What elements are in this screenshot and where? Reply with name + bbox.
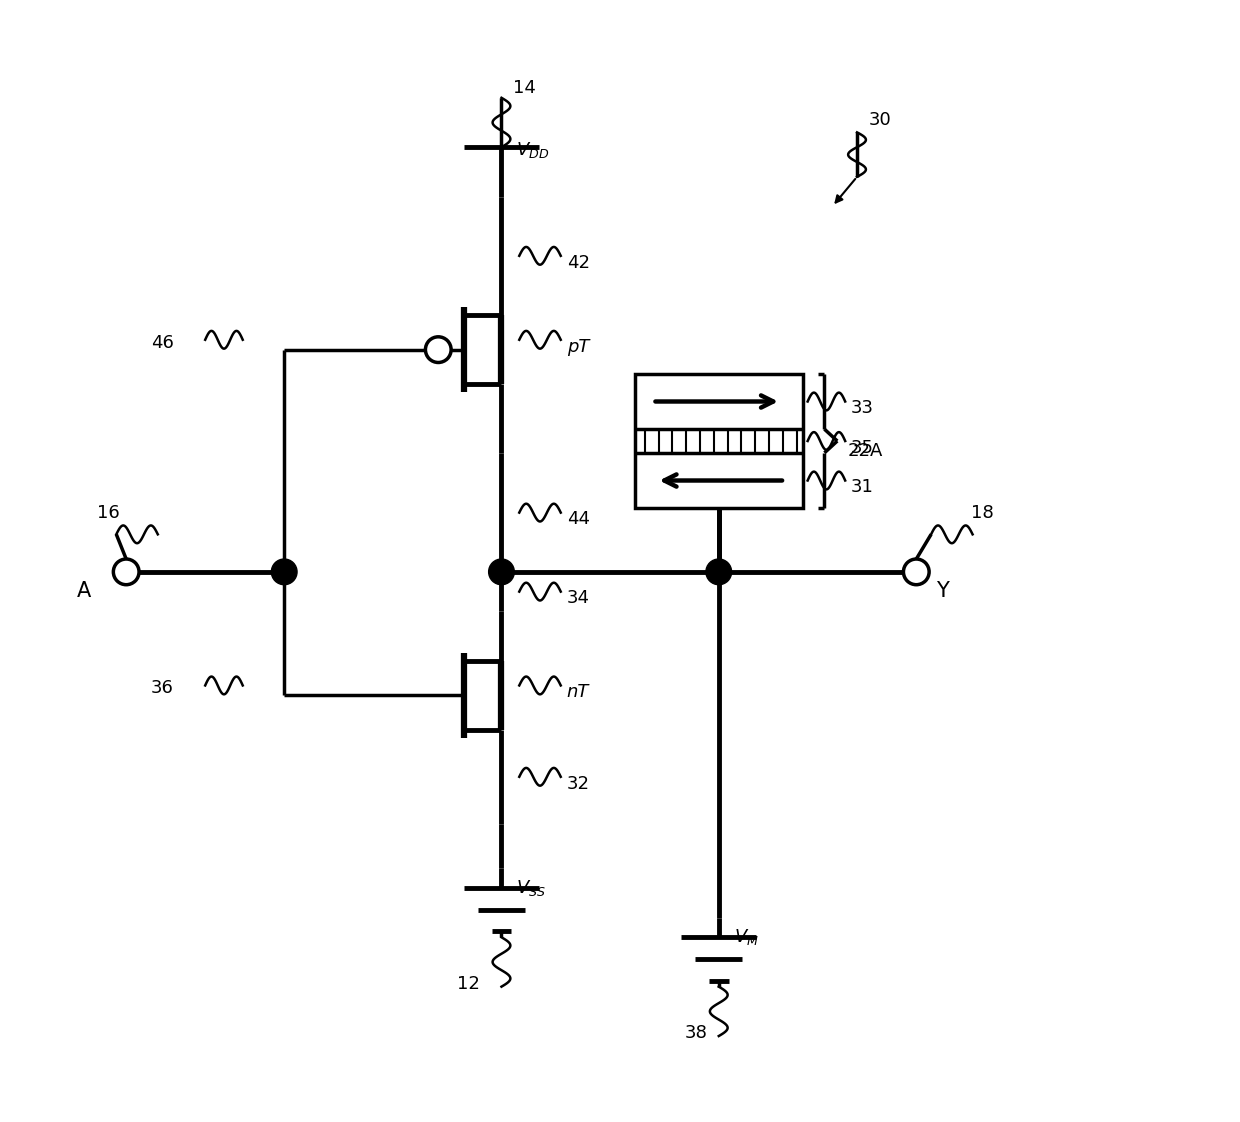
Text: Y: Y xyxy=(936,580,949,600)
Text: 12: 12 xyxy=(458,975,480,993)
Text: 30: 30 xyxy=(869,111,892,129)
Text: 16: 16 xyxy=(97,504,119,522)
Circle shape xyxy=(113,559,139,585)
Circle shape xyxy=(904,559,929,585)
Text: nT: nT xyxy=(567,683,589,701)
Text: 14: 14 xyxy=(513,79,536,96)
Text: 44: 44 xyxy=(567,511,590,528)
Text: 38: 38 xyxy=(684,1024,707,1042)
Text: 36: 36 xyxy=(151,679,174,698)
Text: A: A xyxy=(77,580,91,600)
Circle shape xyxy=(489,559,515,585)
Text: $V_{SS}$: $V_{SS}$ xyxy=(516,877,547,898)
Text: 34: 34 xyxy=(567,589,590,607)
Text: 32: 32 xyxy=(567,774,590,792)
Text: pT: pT xyxy=(567,338,589,356)
Text: 18: 18 xyxy=(971,504,993,522)
Text: 46: 46 xyxy=(151,333,174,351)
Text: $V_{DD}$: $V_{DD}$ xyxy=(516,140,549,160)
Circle shape xyxy=(706,559,732,585)
Text: $V_M$: $V_M$ xyxy=(734,927,759,947)
Text: 42: 42 xyxy=(567,254,590,272)
Circle shape xyxy=(425,337,451,362)
Text: 22A: 22A xyxy=(847,442,883,460)
Text: 33: 33 xyxy=(851,399,874,417)
Text: 35: 35 xyxy=(851,439,874,457)
Bar xyxy=(635,375,802,507)
Circle shape xyxy=(272,559,298,585)
Text: 31: 31 xyxy=(851,478,874,496)
